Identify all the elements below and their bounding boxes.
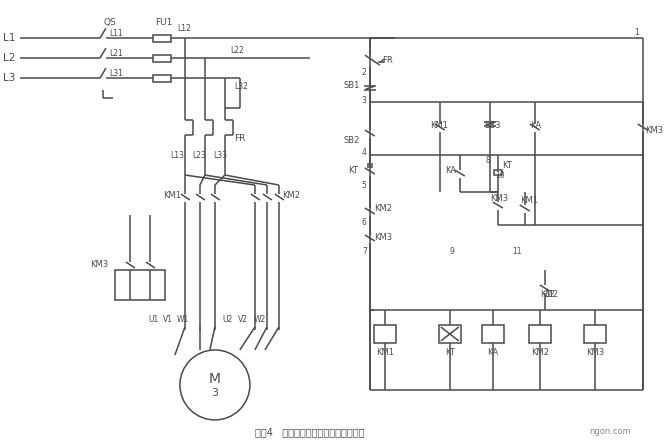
Text: KM1: KM1 bbox=[376, 348, 394, 357]
Text: 6: 6 bbox=[362, 218, 367, 227]
Text: M: M bbox=[209, 372, 221, 386]
Text: KM3: KM3 bbox=[490, 194, 508, 202]
Text: KM3: KM3 bbox=[585, 348, 604, 357]
Text: 1: 1 bbox=[634, 28, 639, 37]
Text: FR: FR bbox=[234, 133, 245, 143]
Text: 3: 3 bbox=[362, 95, 367, 104]
Text: V1: V1 bbox=[163, 315, 173, 324]
Text: 4: 4 bbox=[362, 148, 367, 157]
Text: SB1: SB1 bbox=[344, 81, 360, 90]
Text: KM3: KM3 bbox=[374, 234, 392, 243]
Text: KA: KA bbox=[488, 348, 498, 357]
Text: KA: KA bbox=[529, 120, 541, 129]
Text: L1: L1 bbox=[3, 33, 15, 43]
Bar bbox=[482, 325, 503, 343]
Text: KA: KA bbox=[445, 165, 456, 174]
Bar bbox=[153, 54, 171, 62]
Text: L23: L23 bbox=[192, 151, 206, 160]
Text: W2: W2 bbox=[254, 315, 266, 324]
Text: W1: W1 bbox=[177, 315, 189, 324]
Bar bbox=[439, 325, 461, 343]
Text: 10: 10 bbox=[495, 170, 504, 180]
Text: L22: L22 bbox=[230, 45, 244, 54]
Text: 11: 11 bbox=[511, 248, 521, 256]
Text: L3: L3 bbox=[3, 73, 15, 83]
Text: U2: U2 bbox=[222, 315, 232, 324]
Bar bbox=[153, 35, 171, 41]
Text: KM2: KM2 bbox=[282, 190, 300, 199]
Text: L33: L33 bbox=[213, 151, 227, 160]
Text: KM1: KM1 bbox=[430, 120, 448, 129]
Text: KT: KT bbox=[501, 161, 511, 169]
Text: KM3: KM3 bbox=[90, 260, 108, 269]
Text: V2: V2 bbox=[238, 315, 248, 324]
Text: 附图4   时间继电器控制双速电机线路图: 附图4 时间继电器控制双速电机线路图 bbox=[255, 427, 364, 437]
Text: FR: FR bbox=[382, 56, 392, 65]
Text: L11: L11 bbox=[109, 29, 123, 37]
Bar bbox=[494, 170, 501, 175]
Text: KT: KT bbox=[348, 165, 358, 174]
Text: KM2: KM2 bbox=[539, 290, 557, 299]
Bar bbox=[529, 325, 551, 343]
Text: 7: 7 bbox=[362, 248, 367, 256]
Bar bbox=[115, 270, 165, 300]
Text: L2: L2 bbox=[3, 53, 15, 63]
Text: KT: KT bbox=[445, 348, 455, 357]
Text: KM2: KM2 bbox=[531, 348, 549, 357]
Text: L21: L21 bbox=[109, 49, 123, 58]
Text: 3: 3 bbox=[211, 388, 218, 398]
Text: ngon.com: ngon.com bbox=[590, 427, 631, 436]
Text: 12: 12 bbox=[545, 290, 554, 299]
Text: 8: 8 bbox=[486, 156, 491, 165]
Text: KM1: KM1 bbox=[163, 190, 181, 199]
Text: 2: 2 bbox=[362, 67, 366, 77]
Text: SB2: SB2 bbox=[344, 136, 360, 145]
Text: FU1: FU1 bbox=[155, 17, 172, 27]
Text: 9: 9 bbox=[450, 248, 455, 256]
Text: KM1: KM1 bbox=[519, 195, 537, 205]
Bar bbox=[374, 325, 396, 343]
Text: L13: L13 bbox=[170, 151, 184, 160]
Text: L31: L31 bbox=[109, 69, 123, 78]
Text: KM2: KM2 bbox=[374, 203, 392, 212]
Text: QS: QS bbox=[104, 17, 117, 27]
Text: KM3: KM3 bbox=[645, 125, 663, 135]
Text: L12: L12 bbox=[177, 24, 190, 33]
Text: L32: L32 bbox=[234, 82, 248, 91]
Text: U1: U1 bbox=[148, 315, 159, 324]
Bar bbox=[583, 325, 606, 343]
Text: SB3: SB3 bbox=[485, 120, 501, 129]
Bar bbox=[153, 74, 171, 82]
Text: 5: 5 bbox=[362, 181, 367, 190]
